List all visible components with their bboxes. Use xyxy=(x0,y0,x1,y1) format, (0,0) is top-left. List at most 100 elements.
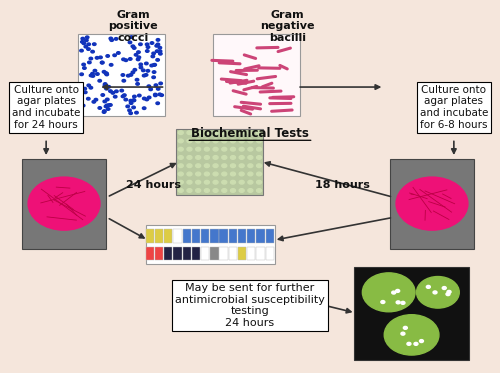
FancyBboxPatch shape xyxy=(238,247,246,260)
Circle shape xyxy=(222,147,227,151)
Circle shape xyxy=(88,61,91,64)
FancyBboxPatch shape xyxy=(354,267,469,360)
Circle shape xyxy=(150,64,154,67)
FancyBboxPatch shape xyxy=(220,229,228,242)
Circle shape xyxy=(407,342,411,345)
Circle shape xyxy=(256,147,262,151)
Circle shape xyxy=(136,51,140,53)
FancyBboxPatch shape xyxy=(192,247,200,260)
Circle shape xyxy=(196,181,200,184)
Circle shape xyxy=(256,172,262,176)
Circle shape xyxy=(230,156,235,159)
Circle shape xyxy=(129,112,132,115)
Circle shape xyxy=(196,147,200,151)
Text: Gram
negative
bacilli: Gram negative bacilli xyxy=(260,10,314,43)
Circle shape xyxy=(152,71,156,73)
Circle shape xyxy=(84,46,87,48)
Circle shape xyxy=(142,97,146,100)
Circle shape xyxy=(91,75,94,77)
FancyBboxPatch shape xyxy=(182,229,191,242)
Circle shape xyxy=(80,49,84,52)
Circle shape xyxy=(129,100,132,102)
FancyBboxPatch shape xyxy=(256,229,264,242)
Circle shape xyxy=(144,62,148,65)
FancyBboxPatch shape xyxy=(192,229,200,242)
Circle shape xyxy=(80,41,84,43)
Text: 24 hours: 24 hours xyxy=(126,180,180,190)
Circle shape xyxy=(132,95,136,98)
Circle shape xyxy=(213,131,218,135)
Circle shape xyxy=(154,94,157,97)
FancyBboxPatch shape xyxy=(146,229,154,242)
Circle shape xyxy=(120,89,124,92)
Circle shape xyxy=(80,100,83,103)
Circle shape xyxy=(139,66,142,69)
Circle shape xyxy=(122,79,126,82)
Circle shape xyxy=(128,109,132,112)
Circle shape xyxy=(114,95,117,98)
Circle shape xyxy=(187,189,192,192)
Circle shape xyxy=(146,43,149,46)
Circle shape xyxy=(145,98,148,101)
Circle shape xyxy=(446,293,450,295)
Circle shape xyxy=(239,164,244,167)
Circle shape xyxy=(122,94,126,97)
Circle shape xyxy=(139,63,142,66)
FancyBboxPatch shape xyxy=(182,247,191,260)
Text: Culture onto
agar plates
and incubate
for 24 hours: Culture onto agar plates and incubate fo… xyxy=(12,85,80,130)
Circle shape xyxy=(178,189,183,192)
Circle shape xyxy=(248,164,253,167)
FancyBboxPatch shape xyxy=(164,229,172,242)
Circle shape xyxy=(105,72,108,75)
Circle shape xyxy=(109,37,112,40)
Circle shape xyxy=(156,50,159,53)
Circle shape xyxy=(105,73,108,76)
Circle shape xyxy=(178,181,183,184)
Circle shape xyxy=(248,139,253,143)
Circle shape xyxy=(392,291,396,294)
FancyBboxPatch shape xyxy=(201,229,209,242)
Circle shape xyxy=(239,181,244,184)
FancyBboxPatch shape xyxy=(210,229,218,242)
Circle shape xyxy=(213,172,218,176)
Circle shape xyxy=(204,131,210,135)
FancyBboxPatch shape xyxy=(174,229,182,242)
Circle shape xyxy=(138,94,141,97)
Circle shape xyxy=(106,108,110,110)
Circle shape xyxy=(102,111,106,113)
Circle shape xyxy=(248,189,253,192)
Circle shape xyxy=(113,54,116,57)
FancyBboxPatch shape xyxy=(256,247,264,260)
Circle shape xyxy=(108,90,112,93)
Circle shape xyxy=(133,69,136,71)
Circle shape xyxy=(131,45,134,47)
Circle shape xyxy=(156,88,160,90)
Circle shape xyxy=(96,57,99,59)
Circle shape xyxy=(106,55,110,57)
Circle shape xyxy=(82,67,86,69)
Circle shape xyxy=(92,43,96,46)
Circle shape xyxy=(96,73,99,75)
Circle shape xyxy=(104,83,107,85)
Circle shape xyxy=(426,285,430,288)
Circle shape xyxy=(248,156,253,159)
Circle shape xyxy=(116,52,120,54)
Circle shape xyxy=(401,301,405,304)
Circle shape xyxy=(230,172,235,176)
Circle shape xyxy=(213,147,218,151)
Circle shape xyxy=(187,139,192,143)
Circle shape xyxy=(239,189,244,192)
Circle shape xyxy=(187,156,192,159)
Circle shape xyxy=(230,131,235,135)
Circle shape xyxy=(94,98,98,101)
Circle shape xyxy=(100,61,104,64)
Circle shape xyxy=(103,100,106,103)
Circle shape xyxy=(213,156,218,159)
Circle shape xyxy=(110,39,114,41)
Circle shape xyxy=(256,131,262,135)
Circle shape xyxy=(196,131,200,135)
Circle shape xyxy=(256,181,262,184)
Circle shape xyxy=(433,291,437,294)
Circle shape xyxy=(204,139,210,143)
FancyBboxPatch shape xyxy=(146,247,154,260)
